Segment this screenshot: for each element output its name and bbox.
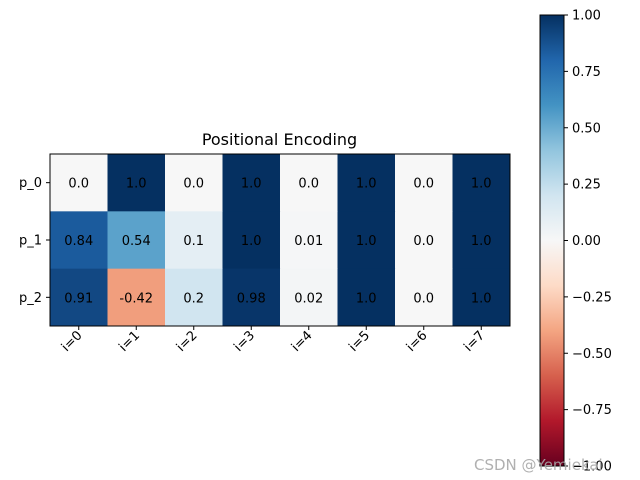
cell-value-label: 0.91 bbox=[64, 291, 93, 306]
colorbar-tick-label: −0.75 bbox=[572, 403, 612, 418]
colorbar-tick-label: −0.25 bbox=[572, 290, 612, 305]
colorbar-tick-label: 0.00 bbox=[572, 234, 601, 249]
heatmap-cell bbox=[280, 268, 338, 327]
column-tick-label: i=1 bbox=[116, 328, 143, 355]
cell-value-label: 0.98 bbox=[237, 291, 266, 306]
cell-value-label: 0.1 bbox=[183, 234, 204, 249]
colorbar-tick-label: −0.50 bbox=[572, 347, 612, 362]
heatmap-cell bbox=[222, 211, 281, 270]
column-tick-label: i=3 bbox=[231, 328, 258, 355]
row-tick-label: p_0 bbox=[19, 176, 42, 191]
cell-value-label: 0.02 bbox=[294, 291, 323, 306]
heatmap-cell bbox=[50, 268, 108, 327]
row-ticks: p_0 p_1 p_2 bbox=[19, 176, 50, 306]
heatmap-cells bbox=[50, 154, 511, 327]
column-tick-label: i=5 bbox=[346, 328, 373, 355]
cell-value-label: 0.01 bbox=[294, 234, 323, 249]
heatmap-cell bbox=[337, 268, 396, 327]
column-tick-label: i=0 bbox=[59, 328, 86, 355]
heatmap-cell bbox=[452, 154, 511, 212]
cell-value-label: 0.0 bbox=[413, 291, 434, 306]
cell-value-label: 1.0 bbox=[356, 291, 377, 306]
colorbar-tick-label: 0.75 bbox=[572, 65, 601, 80]
colorbar-ticks: 1.00 0.75 0.50 0.25 0.00 −0.25 −0.50 −0.75 −1.00 bbox=[564, 9, 612, 475]
cell-value-label: 1.0 bbox=[356, 177, 377, 192]
heatmap-cell bbox=[222, 154, 281, 212]
cell-value-label: 0.84 bbox=[64, 234, 93, 249]
column-tick-label: i=2 bbox=[174, 328, 201, 355]
row-tick-label: p_1 bbox=[19, 233, 42, 248]
cell-value-label: 1.0 bbox=[241, 177, 262, 192]
cell-value-label: 0.0 bbox=[298, 177, 319, 192]
cell-value-label: 1.0 bbox=[241, 234, 262, 249]
cell-value-label: 0.0 bbox=[413, 177, 434, 192]
column-tick-label: i=4 bbox=[289, 328, 316, 355]
cell-value-label: 1.0 bbox=[471, 291, 492, 306]
heatmap-cell bbox=[452, 211, 511, 270]
watermark-text: CSDN @Yemiekai bbox=[474, 456, 603, 474]
heatmap-cell bbox=[395, 154, 453, 212]
heatmap-cell bbox=[337, 211, 396, 270]
colorbar-tick-label: 0.50 bbox=[572, 121, 601, 136]
column-ticks: i=0 i=1 i=2 i=3 i=4 i=5 i=6 i=7 bbox=[59, 325, 488, 355]
heatmap-cell bbox=[50, 154, 108, 212]
colorbar-tick-label: −1.00 bbox=[572, 460, 612, 475]
cell-value-label: 1.0 bbox=[471, 177, 492, 192]
cell-value-label: 0.54 bbox=[122, 234, 151, 249]
heatmap-cell bbox=[165, 268, 223, 327]
heatmap-cell-labels: 0.0 1.0 0.0 1.0 0.0 1.0 0.0 1.0 0.84 0.54 0.1 1.0 0.… bbox=[64, 177, 491, 307]
colorbar-tick-label: 0.25 bbox=[572, 178, 601, 193]
heatmap-cell bbox=[165, 211, 223, 270]
cell-value-label: 0.0 bbox=[68, 177, 89, 192]
row-tick-label: p_2 bbox=[19, 291, 42, 306]
cell-value-label: -0.42 bbox=[119, 291, 153, 306]
colorbar-tick-label: 1.00 bbox=[572, 9, 601, 24]
chart-title: Positional Encoding bbox=[202, 130, 357, 149]
colorbar bbox=[539, 14, 565, 467]
cell-value-label: 0.0 bbox=[183, 177, 204, 192]
cell-value-label: 0.0 bbox=[413, 234, 434, 249]
heatmap-cell bbox=[452, 268, 511, 327]
heatmap-cell bbox=[107, 211, 166, 270]
heatmap-cell bbox=[165, 154, 223, 212]
heatmap-cell bbox=[107, 154, 166, 212]
column-tick-label: i=7 bbox=[461, 328, 488, 355]
column-tick-label: i=6 bbox=[404, 328, 431, 355]
heatmap-cell bbox=[337, 154, 396, 212]
heatmap-cell bbox=[395, 268, 453, 327]
cell-value-label: 1.0 bbox=[356, 234, 377, 249]
heatmap-cell bbox=[280, 211, 338, 270]
cell-value-label: 1.0 bbox=[126, 177, 147, 192]
heatmap-cell bbox=[395, 211, 453, 270]
cell-value-label: 1.0 bbox=[471, 234, 492, 249]
heatmap-cell bbox=[280, 154, 338, 212]
heatmap-cell bbox=[107, 268, 166, 327]
cell-value-label: 0.2 bbox=[183, 291, 204, 306]
heatmap-cell bbox=[222, 268, 281, 327]
heatmap-cell bbox=[50, 211, 108, 270]
